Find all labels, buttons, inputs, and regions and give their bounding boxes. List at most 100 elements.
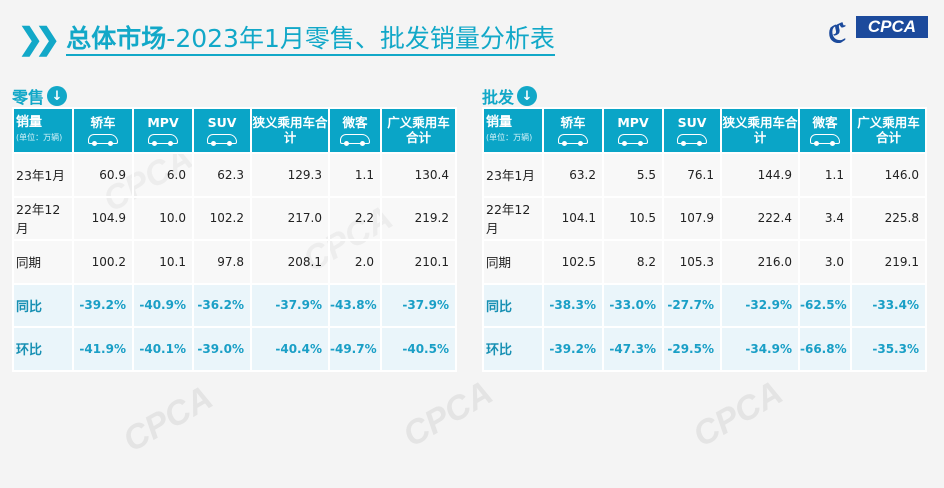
- table-cell: 3.4: [798, 195, 852, 241]
- table-cell: 105.3: [662, 239, 722, 285]
- unit-label: (单位：万辆): [486, 133, 533, 142]
- table-cell: -40.5%: [380, 326, 457, 372]
- watermark: CPCA: [116, 378, 220, 460]
- table-cell: 3.0: [798, 239, 852, 285]
- table-cell: 225.8: [850, 195, 927, 241]
- column-header: SUV: [192, 107, 252, 154]
- table-cell: -37.9%: [250, 282, 330, 328]
- table-row: 环比 -41.9% -40.1% -39.0% -40.4% -49.7% -40.5%: [12, 326, 457, 372]
- table-cell: -40.4%: [250, 326, 330, 372]
- row-label: 22年12月: [482, 195, 544, 241]
- table-cell: -33.4%: [850, 282, 927, 328]
- column-header: 狭义乘用车合计: [250, 107, 330, 154]
- arrow-down-icon: ↓: [517, 86, 538, 106]
- table-cell: 210.1: [380, 239, 457, 285]
- table-cell: -39.0%: [192, 326, 252, 372]
- table-cell: 146.0: [850, 152, 927, 198]
- wholesale-table: 销量 (单位：万辆) 轿车 MPV SUV 狭义乘用车合计 微客 广义乘用车合计 23年1月 63…: [482, 107, 927, 372]
- table-cell: -33.0%: [602, 282, 664, 328]
- row-label: 同期: [12, 239, 74, 285]
- column-header: 广义乘用车合计: [850, 107, 927, 154]
- table-cell: -32.9%: [720, 282, 800, 328]
- table-cell: 100.2: [72, 239, 134, 285]
- table-cell: 208.1: [250, 239, 330, 285]
- table-cell: 102.5: [542, 239, 604, 285]
- table-cell: 97.8: [192, 239, 252, 285]
- row-label: 环比: [12, 326, 74, 372]
- table-cell: -49.7%: [328, 326, 382, 372]
- table-cell: 2.0: [328, 239, 382, 285]
- table-cell: -34.9%: [720, 326, 800, 372]
- logo-emblem-icon: ℭ: [828, 18, 847, 48]
- table-cell: -27.7%: [662, 282, 722, 328]
- row-label: 22年12月: [12, 195, 74, 241]
- table-row: 22年12月 104.1 10.5 107.9 222.4 3.4 225.8: [482, 195, 927, 241]
- table-cell: -35.3%: [850, 326, 927, 372]
- logo-text: CPCA: [856, 16, 928, 38]
- car-icon: [556, 133, 590, 146]
- table-cell: 219.1: [850, 239, 927, 285]
- retail-label: 零售: [12, 88, 45, 107]
- table-cell: -38.3%: [542, 282, 604, 328]
- column-header: SUV: [662, 107, 722, 154]
- column-header: 微客: [798, 107, 852, 154]
- table-cell: -47.3%: [602, 326, 664, 372]
- wholesale-section-label: 批发 ↓: [482, 84, 538, 108]
- retail-table: 销量 (单位：万辆) 轿车 MPV SUV 狭义乘用车合计 微客 广义乘用车合计 23年1月 60…: [12, 107, 457, 372]
- unit-label: (单位：万辆): [16, 133, 63, 142]
- table-cell: 2.2: [328, 195, 382, 241]
- watermark: CPCA: [686, 373, 790, 455]
- column-header: MPV: [132, 107, 194, 154]
- table-cell: -37.9%: [380, 282, 457, 328]
- table-cell: -36.2%: [192, 282, 252, 328]
- row-label: 23年1月: [482, 152, 544, 198]
- header-label: 销量 (单位：万辆): [12, 107, 74, 154]
- car-icon: [808, 133, 842, 146]
- car-icon: [616, 133, 650, 146]
- table-cell: 5.5: [602, 152, 664, 198]
- table-cell: -29.5%: [662, 326, 722, 372]
- table-cell: 1.1: [328, 152, 382, 198]
- double-chevron-icon: ❯❯: [18, 23, 60, 56]
- column-header: 轿车: [542, 107, 604, 154]
- table-cell: 1.1: [798, 152, 852, 198]
- table-cell: 219.2: [380, 195, 457, 241]
- column-header: 轿车: [72, 107, 134, 154]
- table-cell: 129.3: [250, 152, 330, 198]
- table-header: 销量 (单位：万辆) 轿车 MPV SUV 狭义乘用车合计 微客 广义乘用车合计: [482, 107, 927, 154]
- table-cell: -66.8%: [798, 326, 852, 372]
- table-cell: 10.1: [132, 239, 194, 285]
- table-header: 销量 (单位：万辆) 轿车 MPV SUV 狭义乘用车合计 微客 广义乘用车合计: [12, 107, 457, 154]
- column-header: MPV: [602, 107, 664, 154]
- car-icon: [338, 133, 372, 146]
- table-cell: 107.9: [662, 195, 722, 241]
- table-cell: -40.9%: [132, 282, 194, 328]
- car-icon: [86, 133, 120, 146]
- table-cell: 102.2: [192, 195, 252, 241]
- table-cell: -43.8%: [328, 282, 382, 328]
- watermark: CPCA: [396, 373, 500, 455]
- page-title: ❯❯ 总体市场-2023年1月零售、批发销量分析表: [18, 22, 555, 57]
- table-cell: 60.9: [72, 152, 134, 198]
- car-icon: [146, 133, 180, 146]
- title-rest: -2023年1月零售、批发销量分析表: [166, 23, 555, 53]
- table-cell: 8.2: [602, 239, 664, 285]
- table-row: 同比 -38.3% -33.0% -27.7% -32.9% -62.5% -33.4%: [482, 282, 927, 328]
- table-cell: -39.2%: [542, 326, 604, 372]
- table-row: 同期 100.2 10.1 97.8 208.1 2.0 210.1: [12, 239, 457, 285]
- table-cell: 104.1: [542, 195, 604, 241]
- row-label: 23年1月: [12, 152, 74, 198]
- table-row: 23年1月 63.2 5.5 76.1 144.9 1.1 146.0: [482, 152, 927, 198]
- table-cell: 217.0: [250, 195, 330, 241]
- table-cell: 6.0: [132, 152, 194, 198]
- table-row: 同比 -39.2% -40.9% -36.2% -37.9% -43.8% -37.9%: [12, 282, 457, 328]
- retail-section-label: 零售 ↓: [12, 84, 68, 108]
- table-row: 22年12月 104.9 10.0 102.2 217.0 2.2 219.2: [12, 195, 457, 241]
- table-row: 环比 -39.2% -47.3% -29.5% -34.9% -66.8% -35.3%: [482, 326, 927, 372]
- car-icon: [205, 133, 239, 146]
- cpca-logo: ℭ CPCA: [826, 14, 930, 54]
- table-row: 23年1月 60.9 6.0 62.3 129.3 1.1 130.4: [12, 152, 457, 198]
- table-cell: 62.3: [192, 152, 252, 198]
- table-cell: -62.5%: [798, 282, 852, 328]
- table-cell: -41.9%: [72, 326, 134, 372]
